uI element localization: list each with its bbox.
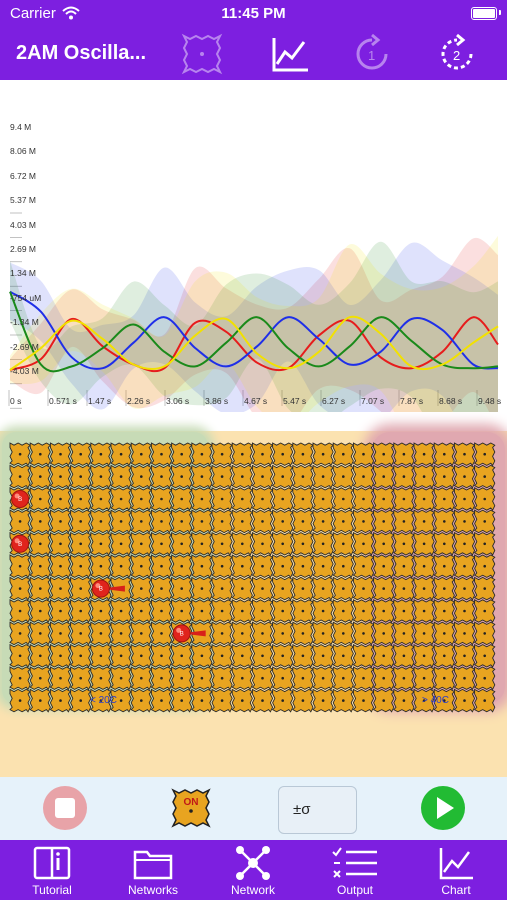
- play-icon: [437, 797, 454, 819]
- y-tick-label: 8.06 M: [10, 146, 36, 157]
- x-tick-label: 3.06 s: [166, 396, 190, 406]
- sigma-label: ±σ: [293, 801, 311, 818]
- x-tick-label: 2.26 s: [127, 396, 151, 406]
- tab-bar: Tutorial Networks Network: [0, 840, 507, 900]
- cold-zone-label: < 20C: [90, 695, 117, 706]
- x-tick-label: 0.571 s: [49, 396, 77, 406]
- bacteria-agent[interactable]: B: [11, 534, 30, 553]
- x-tick-label: 0 s: [10, 396, 22, 406]
- y-tick-label: -4.03 M: [10, 366, 39, 376]
- svg-text:2: 2: [453, 48, 460, 63]
- chart-icon: [439, 848, 473, 880]
- hot-zone-label: > 40C: [422, 695, 449, 706]
- y-tick-label: -1.34 M: [10, 317, 39, 328]
- x-tick-label: 7.07 s: [361, 396, 385, 406]
- y-tick-label: 6.72 M: [10, 170, 36, 181]
- bacteria-agent[interactable]: B: [91, 579, 125, 598]
- status-bar: Carrier 11:45 PM: [0, 0, 507, 28]
- tab-tutorial-label: Tutorial: [32, 883, 72, 897]
- tab-network-label: Network: [230, 883, 275, 897]
- bacteria-agent[interactable]: B: [172, 624, 206, 643]
- wifi-icon: [62, 6, 80, 20]
- x-tick-label: 4.67 s: [244, 396, 268, 406]
- x-tick-label: 7.87 s: [400, 396, 424, 406]
- series-line: [9, 291, 499, 373]
- folder-icon: [133, 850, 173, 880]
- x-tick-label: 1.47 s: [88, 396, 112, 406]
- x-tick-label: 5.47 s: [283, 396, 307, 406]
- tab-networks-label: Networks: [127, 883, 178, 897]
- series-line: [9, 316, 499, 373]
- series-line: [9, 315, 499, 371]
- chart-area[interactable]: [0, 80, 507, 412]
- page-title: 2AM Oscilla...: [16, 42, 147, 64]
- y-tick-label: 9.4 M: [10, 122, 32, 132]
- clock: 11:45 PM: [221, 5, 286, 22]
- series-band: [10, 241, 498, 412]
- y-tick-label: 4.03 M: [10, 219, 36, 230]
- play-button[interactable]: [421, 786, 465, 830]
- y-tick-label: -754 uM: [10, 292, 42, 303]
- svg-text:1: 1: [368, 48, 375, 63]
- line-chart[interactable]: [0, 80, 507, 412]
- agent-label: B: [18, 497, 22, 503]
- x-tick-label: 9.48 s: [478, 396, 502, 406]
- y-tick-label: 2.69 M: [10, 244, 36, 254]
- tab-chart-label: Chart: [441, 883, 471, 897]
- agent-label: B: [180, 631, 184, 637]
- rotate-2-icon[interactable]: 2: [435, 32, 479, 76]
- app-header: 2AM Oscilla... 1 2: [0, 28, 507, 80]
- stop-icon: [55, 798, 75, 818]
- agent-label: B: [18, 542, 22, 548]
- sigma-button[interactable]: ±σ: [278, 786, 357, 834]
- x-tick-label: 6.27 s: [322, 396, 346, 406]
- controls-bar: ON ±σ: [0, 777, 507, 840]
- tab-output-label: Output: [336, 883, 374, 897]
- series-band: [10, 237, 498, 412]
- tab-network[interactable]: Network: [203, 840, 303, 900]
- cell-icon[interactable]: [180, 32, 224, 76]
- cell-grid[interactable]: B B B B: [0, 431, 507, 777]
- tab-chart[interactable]: Chart: [406, 840, 506, 900]
- on-label: ON: [184, 797, 199, 808]
- tab-tutorial[interactable]: Tutorial: [2, 840, 102, 900]
- network-icon: [236, 846, 270, 880]
- stop-button[interactable]: [43, 786, 87, 830]
- y-tick-label: 1.34 M: [10, 268, 36, 279]
- series-band: [10, 235, 498, 412]
- tab-output[interactable]: Output: [305, 840, 405, 900]
- on-cell-toggle[interactable]: ON: [170, 787, 212, 829]
- book-icon: [33, 846, 71, 880]
- agent-label: B: [99, 587, 103, 593]
- chart-icon[interactable]: [268, 32, 312, 76]
- y-tick-label: -2.69 M: [10, 341, 39, 352]
- y-tick-label: 5.37 M: [10, 195, 36, 206]
- bacteria-agent[interactable]: B: [11, 490, 30, 508]
- x-tick-label: 3.86 s: [205, 396, 229, 406]
- list-icon: [332, 847, 377, 878]
- series-band: [10, 242, 498, 412]
- rotate-1-icon[interactable]: 1: [350, 32, 394, 76]
- battery-icon: [471, 7, 497, 20]
- carrier-label: Carrier: [10, 5, 56, 22]
- x-tick-label: 8.68 s: [439, 396, 463, 406]
- simulation-board[interactable]: B B B B < 20C > 40C: [0, 431, 507, 777]
- series-line: [9, 290, 499, 370]
- tab-networks[interactable]: Networks: [103, 840, 203, 900]
